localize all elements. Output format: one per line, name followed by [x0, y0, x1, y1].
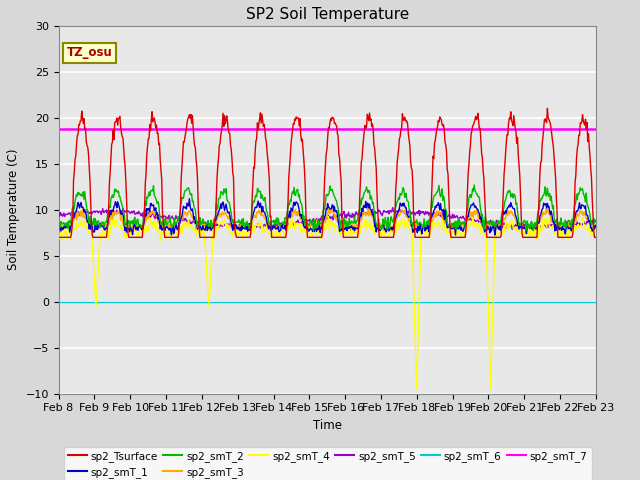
Legend: sp2_Tsurface, sp2_smT_1, sp2_smT_2, sp2_smT_3, sp2_smT_4, sp2_smT_5, sp2_smT_6, : sp2_Tsurface, sp2_smT_1, sp2_smT_2, sp2_…	[64, 446, 592, 480]
Title: SP2 Soil Temperature: SP2 Soil Temperature	[246, 7, 409, 22]
Text: TZ_osu: TZ_osu	[67, 46, 113, 59]
X-axis label: Time: Time	[313, 419, 342, 432]
Y-axis label: Soil Temperature (C): Soil Temperature (C)	[7, 149, 20, 271]
